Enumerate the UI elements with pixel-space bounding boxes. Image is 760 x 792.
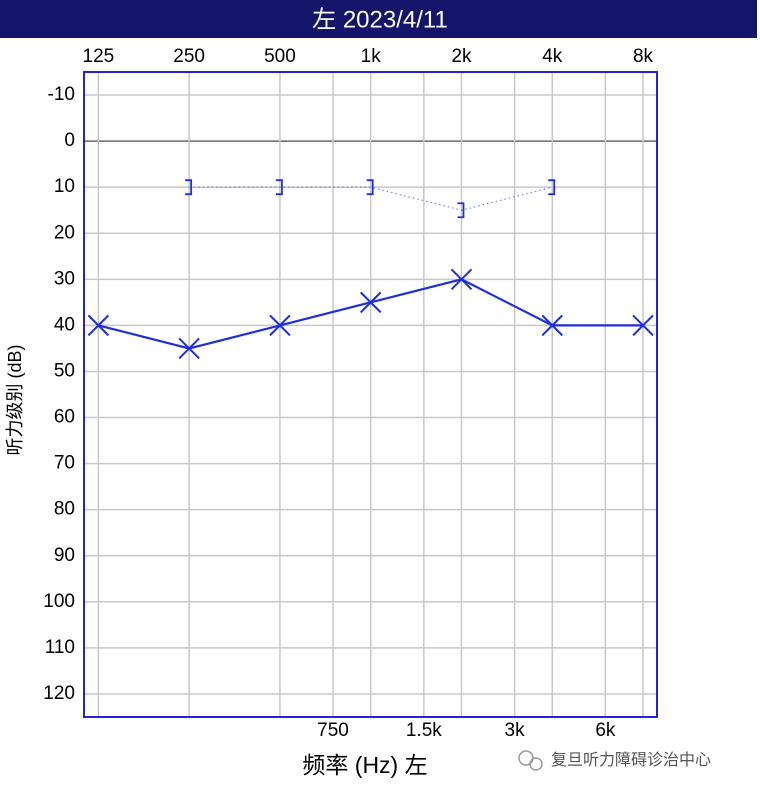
marker-x — [632, 314, 654, 337]
minor-x-tick-label: 750 — [317, 720, 349, 741]
x-tick-label: 4k — [542, 46, 563, 67]
marker-x — [360, 291, 382, 314]
y-tick-label: 80 — [54, 499, 75, 520]
y-tick-label: 100 — [43, 591, 75, 612]
x-tick-label: 1k — [361, 46, 382, 67]
plot-border — [83, 71, 658, 718]
y-tick-label: 20 — [54, 222, 75, 243]
y-tick-label: 90 — [54, 545, 75, 566]
y-tick-label: 40 — [54, 314, 75, 335]
watermark: 复旦听力障碍诊治中心 — [551, 751, 711, 769]
y-tick-label: 60 — [54, 407, 75, 428]
x-tick-label: 8k — [633, 46, 654, 67]
marker-x — [178, 337, 200, 360]
minor-x-tick-label: 1.5k — [406, 720, 442, 741]
y-tick-label: -10 — [48, 84, 75, 105]
y-tick-label: 0 — [64, 130, 75, 151]
y-axis-label: 听力级别 (dB) — [5, 344, 25, 455]
marker-bracket — [548, 179, 556, 196]
chart-title: 左 2023/4/11 — [312, 6, 448, 33]
y-tick-label: 10 — [54, 176, 75, 197]
y-tick-label: 50 — [54, 360, 75, 381]
x-tick-label: 2k — [451, 46, 472, 67]
minor-x-tick-label: 6k — [595, 720, 616, 741]
marker-bracket — [185, 179, 193, 196]
minor-x-tick-label: 3k — [505, 720, 526, 741]
x-axis-label: 频率 (Hz) 左 — [302, 752, 427, 778]
x-tick-label: 500 — [264, 46, 296, 67]
marker-bracket — [366, 179, 374, 196]
y-tick-label: 120 — [43, 683, 75, 704]
y-tick-label: 110 — [45, 637, 75, 658]
y-tick-label: 30 — [54, 268, 75, 289]
marker-x — [269, 314, 291, 337]
series-line — [189, 186, 553, 211]
marker-x — [450, 268, 473, 291]
x-tick-label: 250 — [173, 46, 205, 67]
marker-bracket — [275, 179, 283, 196]
marker-x — [541, 314, 563, 337]
watermark-icon — [518, 750, 543, 771]
marker-bracket — [457, 202, 465, 219]
title-bar — [0, 0, 757, 38]
y-tick-label: 70 — [54, 453, 75, 474]
marker-x — [87, 314, 110, 337]
x-tick-label: 125 — [83, 46, 115, 67]
